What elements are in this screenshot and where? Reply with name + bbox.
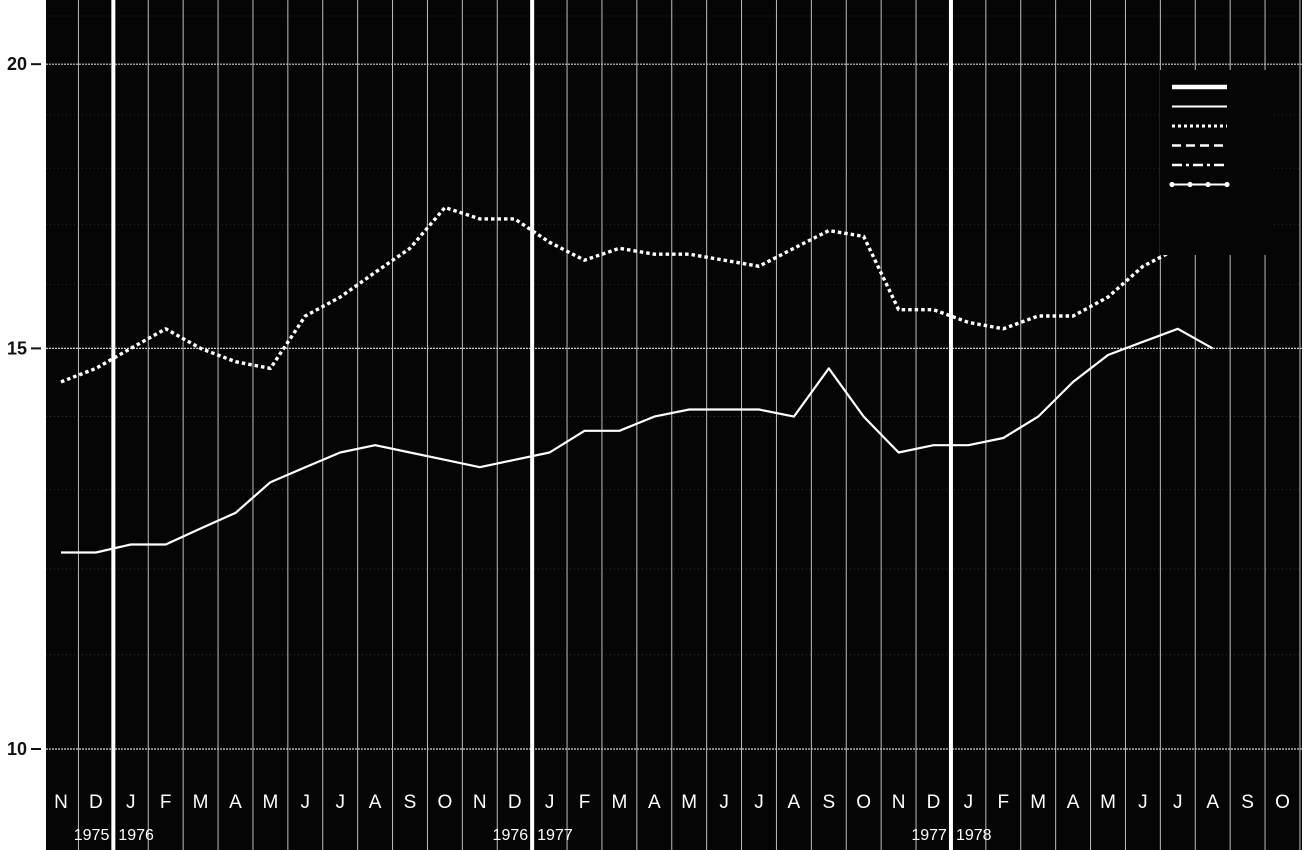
month-label: J	[964, 792, 974, 813]
month-label: D	[927, 792, 941, 813]
month-label: O	[1275, 792, 1290, 813]
month-label: J	[719, 792, 729, 813]
x-axis-labels: N D J F M A M J J A S O N D J F M A M J J A S O N D J F M A M J J A S O1975…	[54, 792, 1290, 844]
legend-marker	[1187, 181, 1193, 188]
month-label: O	[856, 792, 871, 813]
month-label: F	[579, 792, 591, 813]
series-lines	[60, 205, 1214, 554]
month-label: M	[1030, 792, 1046, 813]
year-label: 1978	[956, 827, 992, 844]
month-label: M	[262, 792, 278, 813]
y-tick-label: 15	[7, 338, 27, 358]
month-label: S	[822, 792, 835, 813]
month-label: M	[611, 792, 627, 813]
y-axis: 1015202530	[7, 54, 41, 759]
legend-marker	[1169, 181, 1175, 188]
solid-series-line	[61, 327, 1214, 554]
month-label: M	[1100, 792, 1116, 813]
legend	[1160, 70, 1272, 255]
legend-marker	[1205, 181, 1211, 188]
month-label: M	[681, 792, 697, 813]
month-label: O	[438, 792, 453, 813]
month-label: J	[1138, 792, 1148, 813]
month-label: S	[1241, 792, 1254, 813]
y-tick-label: 20	[7, 54, 27, 74]
year-label: 1976	[493, 827, 529, 844]
month-label: J	[301, 792, 311, 813]
month-label: J	[335, 792, 345, 813]
year-label: 1975	[74, 827, 110, 844]
legend-marker	[1224, 181, 1230, 188]
month-label: J	[545, 792, 555, 813]
month-label: N	[473, 792, 487, 813]
month-label: D	[508, 792, 522, 813]
month-label: A	[1067, 792, 1080, 813]
month-label: A	[1206, 792, 1219, 813]
grid	[46, 0, 1302, 850]
month-label: F	[997, 792, 1009, 813]
plot-background	[46, 0, 1302, 850]
month-label: J	[1173, 792, 1183, 813]
month-label: A	[788, 792, 801, 813]
month-label: N	[892, 792, 906, 813]
month-label: S	[404, 792, 417, 813]
month-label: J	[754, 792, 764, 813]
year-label: 1977	[911, 827, 947, 844]
year-label: 1977	[537, 827, 573, 844]
month-label: A	[648, 792, 661, 813]
month-label: M	[193, 792, 209, 813]
month-label: J	[126, 792, 136, 813]
year-label: 1976	[118, 827, 154, 844]
month-label: N	[54, 792, 68, 813]
y-tick-label: 10	[7, 739, 27, 759]
month-label: F	[160, 792, 172, 813]
legend-box	[1160, 70, 1272, 255]
month-label: D	[89, 792, 103, 813]
month-label: A	[229, 792, 242, 813]
month-label: A	[369, 792, 382, 813]
